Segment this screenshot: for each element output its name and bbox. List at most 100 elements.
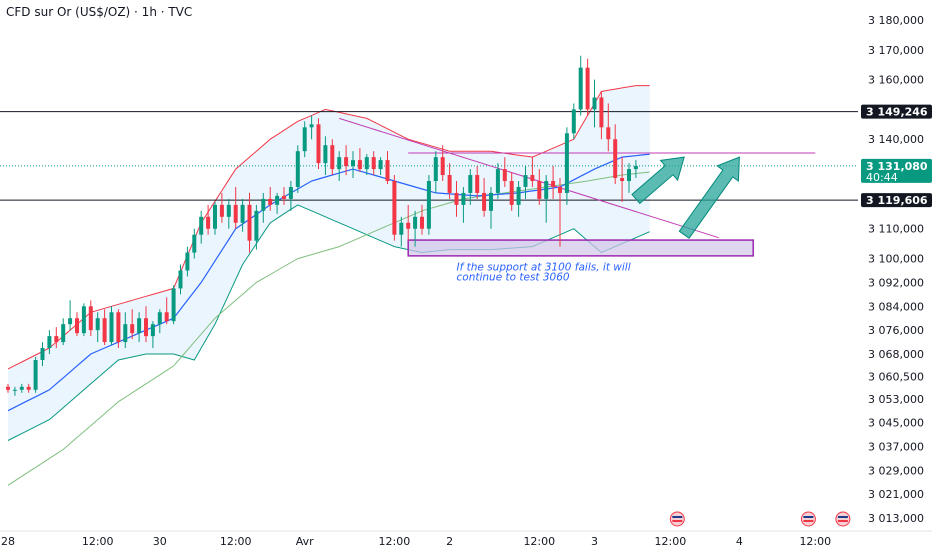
current-price-label: 3 131,080 xyxy=(866,160,928,173)
time-tick-label: 12:00 xyxy=(655,535,687,548)
candle-body xyxy=(268,198,273,205)
candle-body xyxy=(295,151,300,187)
candle-body xyxy=(495,169,500,193)
time-tick-label: 12:00 xyxy=(523,535,555,548)
price-tick-label: 3 053,000 xyxy=(868,393,924,406)
candle-body xyxy=(613,139,618,179)
current-price-label-box xyxy=(861,158,932,183)
candle-body xyxy=(482,192,487,211)
annotation-line-1: If the support at 3100 fails, it will xyxy=(457,261,631,273)
candle-body xyxy=(123,324,128,343)
candle-body xyxy=(47,336,52,349)
ma-slow-line xyxy=(7,171,650,486)
forecast-arrow-1 xyxy=(631,156,685,205)
price-tick-label: 3 029,000 xyxy=(868,464,924,477)
candle-body xyxy=(40,348,45,360)
price-tick-label: 3 021,000 xyxy=(868,488,924,501)
candle-body xyxy=(426,181,431,229)
ma-fast-line xyxy=(7,153,650,412)
candle-body xyxy=(275,195,280,205)
forecast-arrow-2 xyxy=(678,156,740,239)
candle-body xyxy=(233,204,238,223)
candle-body xyxy=(137,318,142,334)
drawings: If the support at 3100 fails, it willcon… xyxy=(339,117,754,283)
support-zone-box xyxy=(407,239,754,257)
candle-body xyxy=(440,157,445,176)
candle-body xyxy=(371,157,376,170)
candle-body xyxy=(109,312,114,343)
candles xyxy=(6,55,638,396)
candle-body xyxy=(351,160,355,167)
time-tick-label: 4 xyxy=(736,535,743,548)
price-tick-label: 3 076,000 xyxy=(868,324,924,337)
moving-averages xyxy=(7,153,650,486)
level-price-label: 3 149,246 xyxy=(866,106,928,119)
candle-body xyxy=(392,181,397,235)
candle-body xyxy=(447,175,452,193)
candle-body xyxy=(178,270,183,289)
candle-body xyxy=(240,204,245,223)
candle-body xyxy=(33,359,38,390)
candle-body xyxy=(357,160,362,170)
candle-body xyxy=(344,157,349,167)
candle-body xyxy=(157,312,162,325)
candle-body xyxy=(564,133,569,193)
price-tick-label: 3 110,000 xyxy=(868,223,924,236)
price-tick-label: 3 068,000 xyxy=(868,348,924,361)
candle-body xyxy=(571,109,576,134)
candle-body xyxy=(606,127,611,140)
time-tick-label: Avr xyxy=(296,535,314,548)
candle-body xyxy=(516,186,521,205)
level-price-label-box xyxy=(861,193,932,208)
price-tick-label: 3 160,000 xyxy=(868,74,924,87)
annotation-line-2: continue to test 3060 xyxy=(457,271,570,283)
candle-body xyxy=(102,318,107,343)
candle-body xyxy=(75,318,79,334)
candle-body xyxy=(551,181,556,187)
time-tick-label: 30 xyxy=(153,535,167,548)
candle-body xyxy=(502,169,507,182)
candle-body xyxy=(309,124,314,128)
candle-body xyxy=(116,312,121,343)
price-tick-label: 3 037,000 xyxy=(868,440,924,453)
economic-event-icon xyxy=(800,511,816,527)
candle-body xyxy=(219,204,224,217)
candle-body xyxy=(81,306,86,334)
candle-body xyxy=(206,216,211,229)
candle-body xyxy=(6,386,10,390)
candle-body xyxy=(420,216,424,229)
candle-body xyxy=(130,324,135,334)
candle-body xyxy=(544,181,549,199)
trendline xyxy=(339,117,719,239)
time-tick-label: 12:00 xyxy=(220,535,252,548)
candle-body xyxy=(282,195,286,199)
candle-body xyxy=(213,204,217,229)
candle-body xyxy=(19,386,24,390)
candle-body xyxy=(12,389,17,391)
candle-body xyxy=(95,318,100,331)
price-tick-label: 3 170,000 xyxy=(868,44,924,57)
time-tick-label: 3 xyxy=(591,535,598,548)
price-tick-label: 3 084,000 xyxy=(868,300,924,313)
candle-body xyxy=(150,324,155,337)
candle-body xyxy=(254,210,259,241)
price-tick-label: 3 092,000 xyxy=(868,276,924,289)
candle-body xyxy=(288,186,293,199)
candle-body xyxy=(164,312,169,322)
candle-body xyxy=(475,175,480,193)
candle-body xyxy=(468,175,473,193)
bb-fill xyxy=(8,85,650,441)
economic-event-icon xyxy=(669,511,685,527)
candle-body xyxy=(489,192,493,211)
candle-body xyxy=(68,318,73,325)
candle-body xyxy=(413,216,418,229)
candle-body xyxy=(592,97,597,110)
candle-body xyxy=(88,306,93,331)
price-tick-label: 3 100,000 xyxy=(868,253,924,266)
time-tick-label: 12:00 xyxy=(799,535,831,548)
candle-body xyxy=(185,252,190,271)
price-tick-label: 3 060,500 xyxy=(868,370,924,383)
